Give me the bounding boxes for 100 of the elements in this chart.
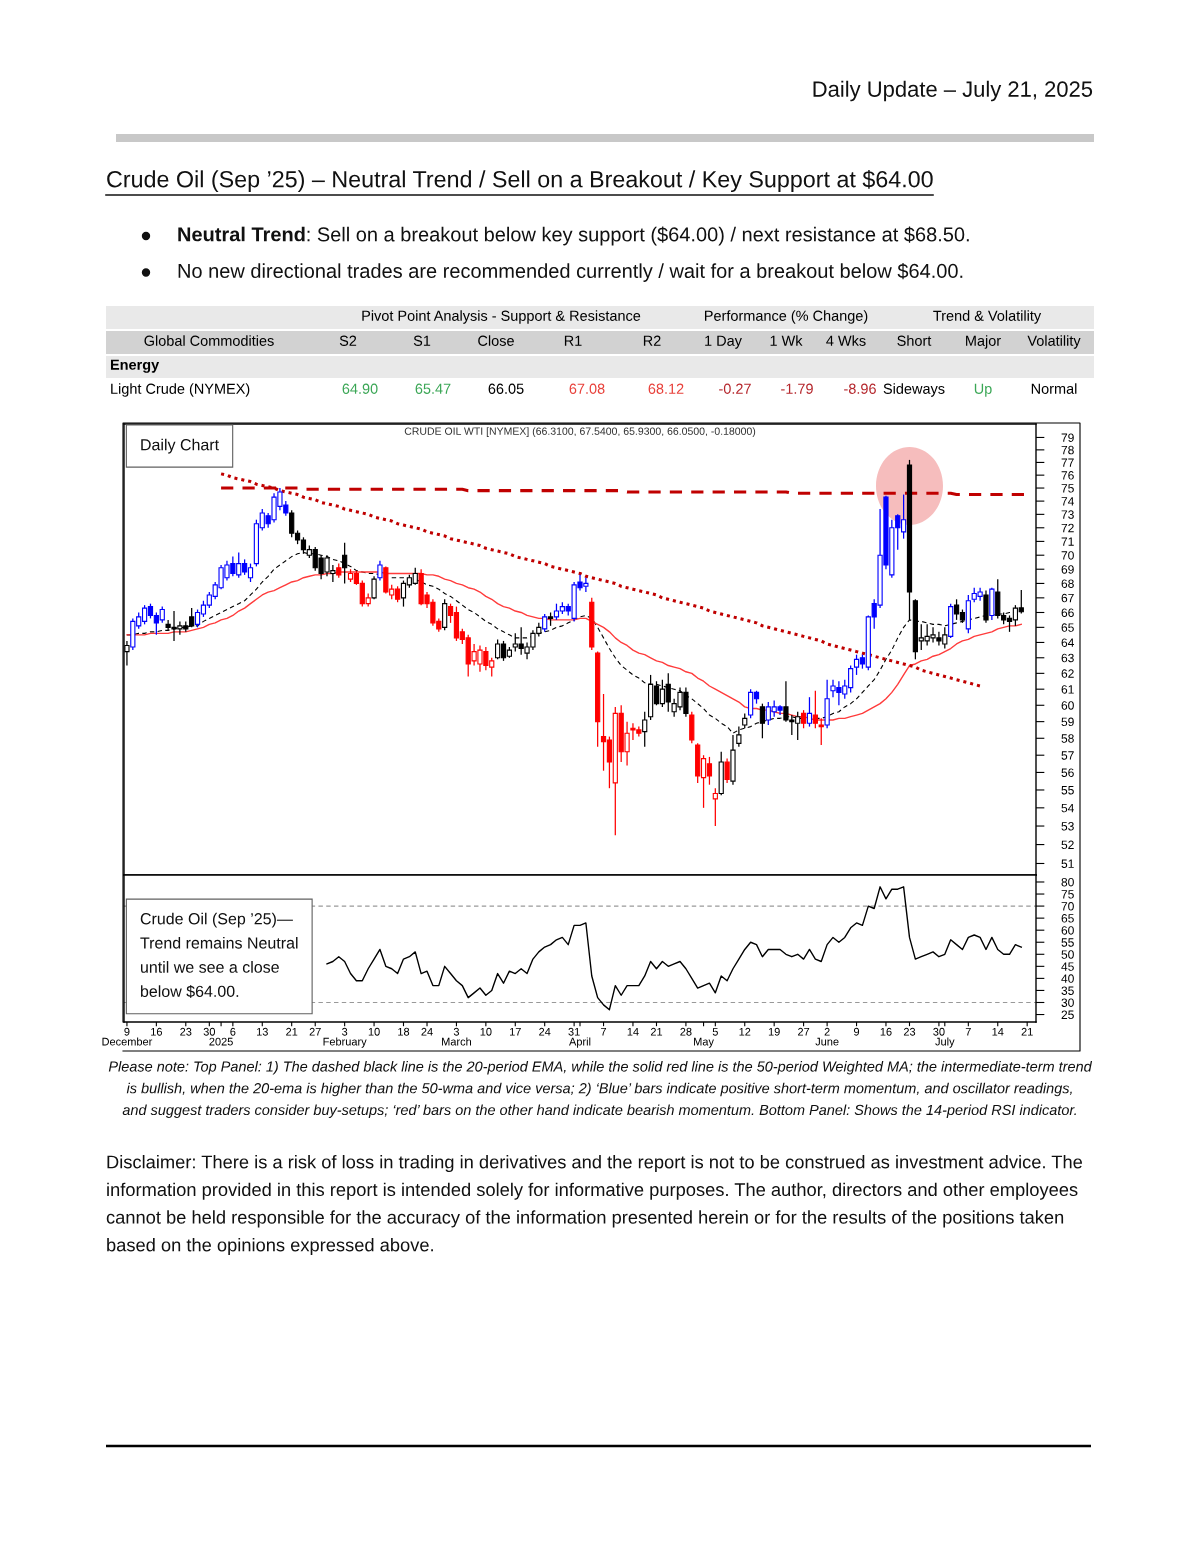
y-tick-label: 70 — [1061, 551, 1074, 560]
text: 66.05 — [488, 383, 524, 394]
y-tick-label: 60 — [1061, 701, 1074, 710]
text: 4 Wks — [826, 335, 866, 346]
y-tick-label: 25 — [1061, 1010, 1074, 1019]
y-tick-label: 66 — [1061, 608, 1074, 617]
text: Disclaimer: There is a risk of loss in trading in derivatives and the report is not to be construed as investment advice. The information provided in this report is intended solely for informative purposes. The author, directors and other employees cannot be held responsible for the accuracy of the information presented herein or for the results of the positions taken based on the opinions expressed above. — [106, 1155, 1083, 1256]
y-tick-label: 57 — [1061, 751, 1074, 760]
y-tick-label: 65 — [1061, 623, 1074, 632]
text: -0.27 — [719, 383, 751, 394]
y-tick-label: 50 — [1061, 950, 1074, 959]
x-tick-label: 2025 — [209, 1037, 233, 1046]
y-tick-label: 62 — [1061, 669, 1074, 678]
y-tick-label: 70 — [1061, 902, 1074, 911]
text: 64.90 — [342, 383, 378, 394]
x-tick-label: 7 — [601, 1027, 607, 1036]
y-tick-label: 75 — [1061, 890, 1074, 899]
y-tick-label: 71 — [1061, 537, 1074, 546]
x-tick-label: May — [694, 1037, 714, 1048]
text: 67.08 — [569, 383, 605, 394]
candlestick — [377, 560, 383, 582]
text: Up — [974, 383, 992, 397]
text: Daily Update – July 21, 2025 — [813, 80, 1093, 102]
x-tick-label: 24 — [421, 1027, 433, 1036]
y-tick-label: 65 — [1061, 914, 1074, 923]
y-tick-label: 51 — [1061, 859, 1074, 868]
text: -8.96 — [844, 383, 876, 394]
text: 1 Day — [705, 335, 742, 349]
text: 68.12 — [648, 383, 684, 394]
text: No new directional trades are recommended currently / wait for a breakout below $64.00. — [178, 263, 963, 282]
y-tick-label: 67 — [1061, 593, 1074, 603]
text: Major — [966, 335, 1001, 349]
text: Close — [478, 335, 514, 346]
y-tick-label: 69 — [1061, 565, 1074, 574]
candlestick — [800, 709, 807, 729]
y-tick-label: 35 — [1061, 986, 1074, 995]
y-tick-label: 63 — [1061, 653, 1074, 663]
y-tick-label: 40 — [1061, 974, 1074, 983]
y-tick-label: 80 — [1061, 877, 1074, 887]
text: Pivot Point Analysis - Support & Resistance — [362, 310, 641, 324]
text: R2 — [643, 335, 661, 346]
x-tick-label: 17 — [510, 1027, 521, 1036]
x-tick-label: 19 — [768, 1027, 780, 1036]
y-tick-label: 64 — [1061, 638, 1074, 647]
line-series — [326, 886, 1022, 1011]
x-tick-label: 21 — [650, 1027, 663, 1036]
x-tick-label: 30 — [933, 1027, 945, 1036]
text: Trend & Volatility — [933, 310, 1042, 324]
x-tick-label: 30 — [203, 1027, 215, 1036]
x-tick-label: 9 — [854, 1027, 860, 1036]
candlestick — [642, 711, 648, 748]
chart-title: CRUDE OIL WTI [NYMEX] (66.3100, 67.5400, 65.9300, 66.0500, -0.18000) — [404, 427, 756, 437]
x-tick-label: 10 — [368, 1027, 380, 1036]
x-tick-label: 23 — [903, 1027, 916, 1036]
y-tick-label: 60 — [1061, 926, 1074, 935]
text: S2 — [339, 335, 357, 346]
x-tick-label: 18 — [398, 1027, 410, 1036]
x-tick-label: April — [569, 1037, 591, 1048]
y-tick-label: 61 — [1061, 685, 1074, 694]
x-tick-label: 10 — [480, 1027, 492, 1036]
x-tick-label: 3 February — [323, 1027, 367, 1048]
text: Light Crude (NYMEX) — [111, 383, 250, 397]
text: 1 Wk — [770, 335, 803, 346]
x-tick-label: 12 — [739, 1027, 751, 1036]
x-tick-label: 21 — [1021, 1027, 1033, 1036]
text: R1 — [564, 335, 582, 346]
candlestick — [724, 757, 730, 784]
text: Neutral Trend: Sell on a breakout below key support ($64.00) / next resistance at $68.50. — [178, 226, 969, 246]
x-tick-label: 31 — [568, 1027, 580, 1036]
x-tick-label: 16 — [151, 1027, 162, 1036]
candlestick — [806, 696, 813, 728]
x-tick-label: 3 March — [442, 1027, 472, 1046]
x-tick-label: 13 — [256, 1027, 268, 1036]
candlestick — [812, 690, 818, 729]
text: Sideways — [883, 383, 945, 397]
y-tick-label: 73 — [1061, 510, 1074, 519]
text: Crude Oil (Sep ’25) – Neutral Trend / Sell on a Breakout / Key Support at $64.00 — [107, 169, 933, 193]
y-tick-label: 72 — [1061, 523, 1074, 533]
text: Short — [897, 335, 932, 346]
y-tick-label: 54 — [1061, 803, 1074, 813]
x-tick-label: 14 — [992, 1027, 1004, 1036]
y-tick-label: 59 — [1061, 717, 1074, 727]
x-tick-label: July — [935, 1037, 955, 1048]
x-tick-label: 2 June — [815, 1027, 839, 1046]
text: Energy — [110, 359, 160, 373]
y-tick-label: 78 — [1061, 445, 1074, 455]
text: Global Commodities — [144, 335, 274, 346]
y-tick-label: 76 — [1061, 471, 1074, 480]
candlestick — [818, 717, 824, 746]
x-tick-label: 6 — [230, 1027, 236, 1036]
y-tick-label: 75 — [1061, 484, 1074, 493]
y-tick-label: 58 — [1061, 734, 1074, 743]
x-tick-label: 5 — [712, 1027, 718, 1036]
y-tick-label: 56 — [1061, 768, 1074, 777]
x-tick-label: 21 — [286, 1027, 298, 1036]
y-tick-label: 53 — [1061, 822, 1074, 831]
y-tick-label: 55 — [1061, 938, 1074, 947]
y-tick-label: 77 — [1061, 458, 1074, 467]
y-tick-label: 74 — [1061, 497, 1074, 506]
text: Please note: Top Panel: 1) The dashed black line is the 20-period EMA, while the solid red line is the 50-period Weighted MA; the intermediate-term trend is bullish, when the 20-ema is higher than the 50-wma and vice versa; 2) ‘Blue’ bars indicate positive short-term momentum, and oscillator readings, and suggest traders consider buy-setups; ‘red’ bars on the other hand indicate bearish momentum. Bottom Panel: Shows the 14-period RSI indicator. — [108, 1061, 1093, 1118]
